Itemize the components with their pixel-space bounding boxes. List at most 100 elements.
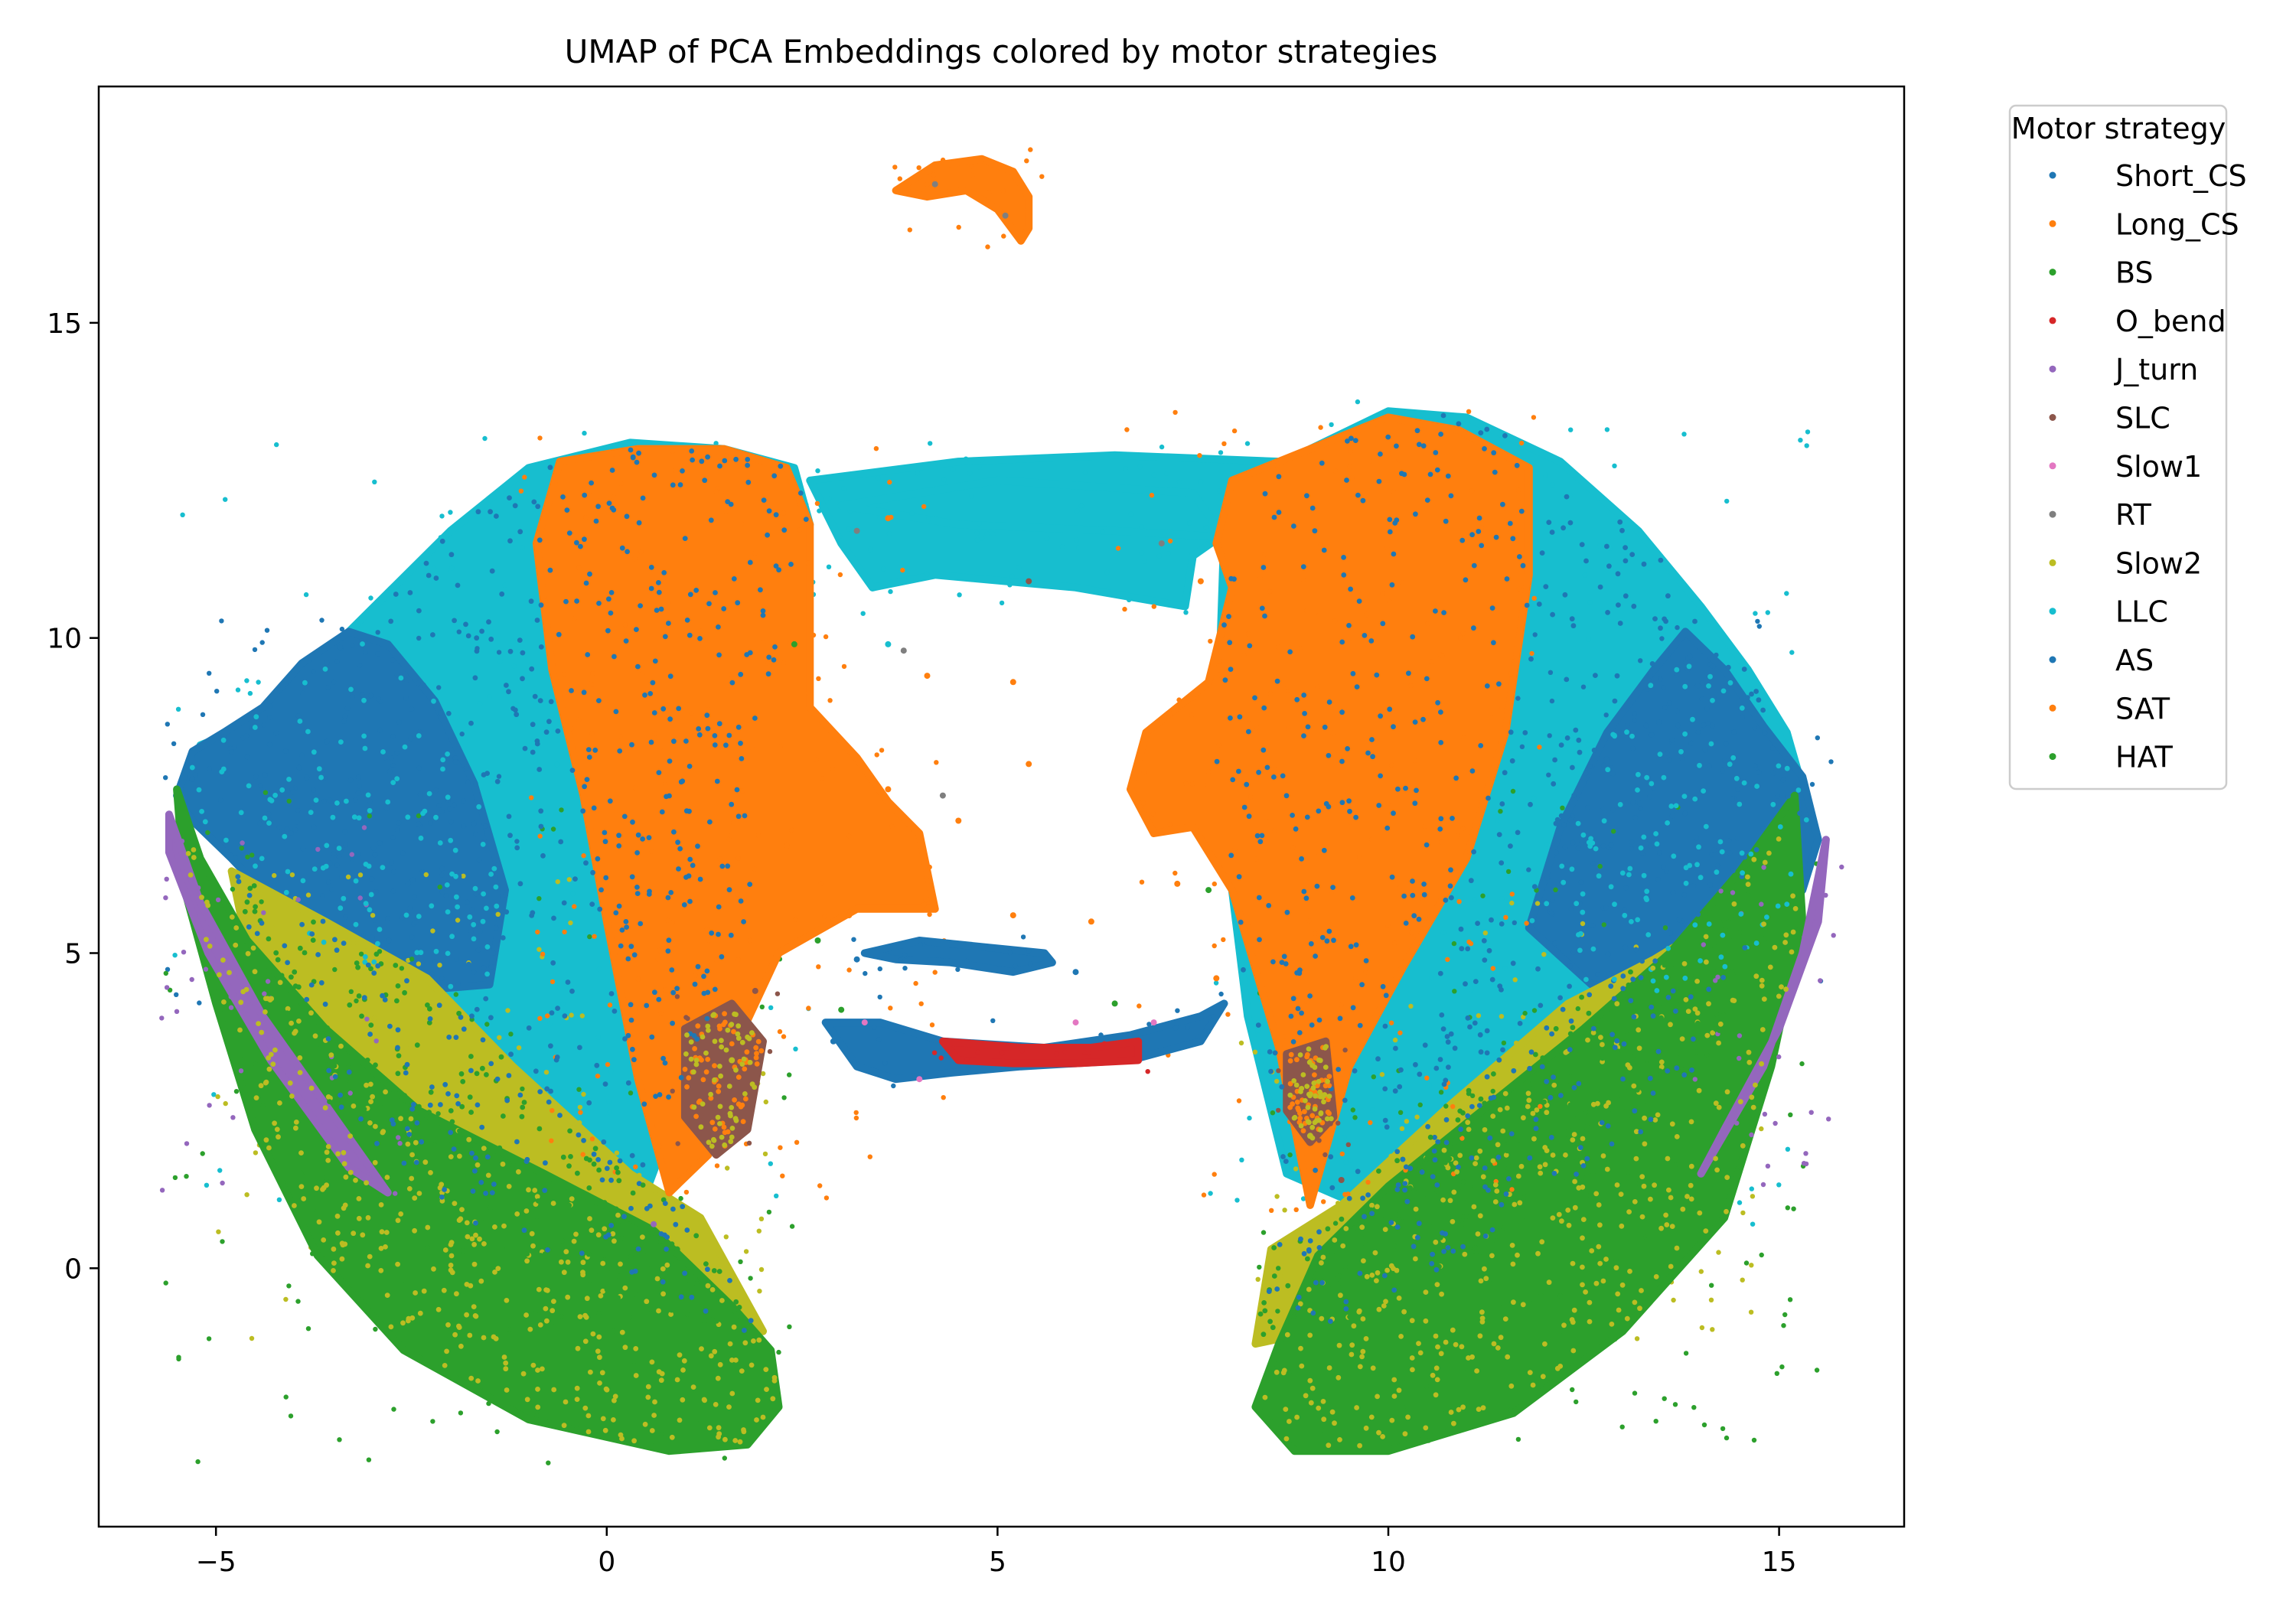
scatter-point xyxy=(1681,1006,1687,1012)
scatter-point xyxy=(1652,1117,1658,1123)
scatter-point xyxy=(1439,1012,1445,1018)
scatter-point xyxy=(1491,640,1496,646)
scatter-point xyxy=(608,610,614,616)
scatter-point xyxy=(1467,1024,1473,1030)
scatter-point xyxy=(1668,1195,1674,1201)
scatter-point xyxy=(778,463,784,469)
scatter-point xyxy=(1307,1332,1313,1338)
scatter-point xyxy=(1691,1405,1697,1410)
scatter-point xyxy=(467,1094,473,1100)
scatter-point xyxy=(1360,1316,1366,1322)
scatter-point xyxy=(634,850,640,856)
scatter-point xyxy=(1527,1155,1533,1161)
scatter-point xyxy=(1534,1143,1541,1149)
scatter-point xyxy=(316,766,322,772)
scatter-point xyxy=(252,908,258,914)
scatter-point xyxy=(941,1095,946,1100)
scatter-point xyxy=(1391,1377,1397,1383)
scatter-point xyxy=(1395,786,1401,792)
scatter-point xyxy=(504,1298,510,1303)
scatter-point xyxy=(357,895,363,901)
scatter-point xyxy=(1658,1015,1664,1021)
scatter-point xyxy=(223,771,230,777)
scatter-point xyxy=(566,877,572,882)
scatter-point xyxy=(1329,422,1334,428)
scatter-point xyxy=(1552,940,1557,946)
scatter-point xyxy=(1345,1142,1352,1148)
scatter-point xyxy=(1632,1108,1638,1114)
scatter-point xyxy=(1432,1134,1437,1140)
scatter-point xyxy=(1562,844,1568,850)
scatter-point xyxy=(886,531,892,536)
scatter-point xyxy=(1285,688,1291,693)
scatter-point xyxy=(181,950,187,955)
scatter-point xyxy=(504,683,509,688)
scatter-point xyxy=(680,1367,686,1373)
scatter-point xyxy=(605,1061,611,1068)
scatter-point xyxy=(1591,748,1597,753)
scatter-point xyxy=(297,1055,303,1061)
scatter-point xyxy=(1440,930,1446,935)
scatter-point xyxy=(1543,472,1548,478)
scatter-point xyxy=(551,915,556,921)
scatter-point xyxy=(480,1037,486,1043)
scatter-point xyxy=(1695,1025,1701,1030)
scatter-point xyxy=(752,715,758,721)
scatter-point xyxy=(742,1091,748,1097)
scatter-point xyxy=(1567,983,1572,989)
scatter-point xyxy=(409,1106,416,1112)
scatter-point xyxy=(727,1077,732,1083)
scatter-point xyxy=(230,1115,236,1120)
scatter-point xyxy=(823,634,829,640)
scatter-point xyxy=(261,722,266,728)
scatter-point xyxy=(1313,1093,1318,1099)
scatter-point xyxy=(560,1154,566,1160)
scatter-point xyxy=(1520,562,1526,569)
scatter-point xyxy=(430,1048,435,1054)
scatter-point xyxy=(1287,1414,1293,1420)
scatter-point xyxy=(292,1203,297,1208)
scatter-point xyxy=(692,1274,698,1280)
scatter-point xyxy=(290,789,296,795)
scatter-point xyxy=(1626,1209,1632,1214)
scatter-point xyxy=(1074,508,1080,513)
scatter-point xyxy=(1297,1052,1303,1058)
scatter-point xyxy=(619,545,625,551)
scatter-point xyxy=(587,934,592,940)
scatter-point xyxy=(1440,653,1445,658)
scatter-point xyxy=(529,666,535,672)
scatter-point xyxy=(1669,1224,1675,1229)
plot-area xyxy=(159,147,1844,1465)
scatter-point xyxy=(325,1025,330,1031)
scatter-point xyxy=(1328,1154,1334,1160)
scatter-point xyxy=(575,1170,580,1176)
scatter-point xyxy=(341,1205,347,1211)
scatter-point xyxy=(441,1287,447,1293)
scatter-point xyxy=(729,1358,735,1363)
scatter-point xyxy=(1456,1132,1463,1138)
scatter-point xyxy=(1679,1036,1685,1041)
scatter-point xyxy=(460,1079,466,1084)
scatter-point xyxy=(1756,624,1762,629)
scatter-point xyxy=(1394,1149,1401,1155)
scatter-point xyxy=(716,931,721,937)
scatter-point xyxy=(1524,921,1529,926)
scatter-point xyxy=(295,807,301,813)
scatter-point xyxy=(1290,1101,1295,1107)
scatter-point xyxy=(1363,970,1368,975)
scatter-point xyxy=(595,504,601,510)
scatter-point xyxy=(1409,1318,1415,1324)
scatter-point xyxy=(602,1226,608,1232)
scatter-point xyxy=(398,675,404,681)
scatter-point xyxy=(1762,730,1768,736)
scatter-point xyxy=(1337,1417,1343,1423)
scatter-point xyxy=(1304,493,1309,499)
scatter-point xyxy=(1443,1091,1448,1097)
scatter-point xyxy=(1587,1319,1593,1325)
scatter-point xyxy=(1339,758,1345,764)
scatter-point xyxy=(1748,781,1754,787)
scatter-point xyxy=(1285,684,1291,689)
scatter-point xyxy=(1587,992,1593,998)
scatter-point xyxy=(715,1114,721,1120)
scatter-point xyxy=(1611,996,1617,1002)
